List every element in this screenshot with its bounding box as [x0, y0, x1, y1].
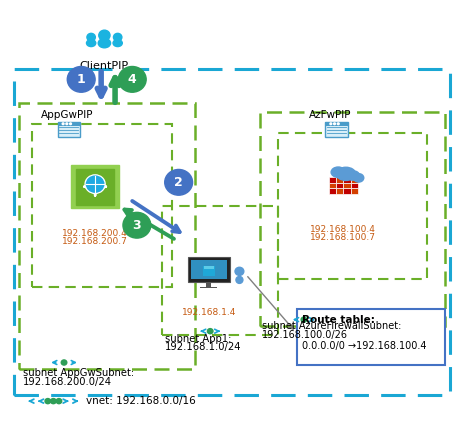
Ellipse shape: [236, 276, 243, 284]
Ellipse shape: [86, 39, 95, 47]
Text: 0.0.0.0/0 →192.168.100.4: 0.0.0.0/0 →192.168.100.4: [301, 341, 425, 351]
Bar: [325, 122, 347, 126]
Text: 3: 3: [132, 219, 141, 232]
Circle shape: [62, 123, 64, 124]
Ellipse shape: [336, 167, 355, 181]
Text: vnet: 192.168.0.0/16: vnet: 192.168.0.0/16: [86, 396, 195, 406]
Bar: [350, 188, 357, 194]
Circle shape: [69, 123, 71, 124]
Bar: [325, 122, 347, 137]
Text: 192.168.100.7: 192.168.100.7: [310, 233, 375, 242]
Bar: [336, 188, 343, 194]
Bar: [328, 188, 336, 194]
Bar: [343, 177, 350, 183]
Text: 192.168.200.7: 192.168.200.7: [62, 237, 128, 246]
Text: Route table:: Route table:: [301, 315, 374, 326]
Bar: [328, 177, 336, 183]
Circle shape: [123, 212, 150, 238]
Circle shape: [337, 123, 338, 124]
Text: AppGwPIP: AppGwPIP: [41, 110, 93, 120]
Circle shape: [67, 66, 95, 92]
Bar: [350, 177, 357, 183]
Circle shape: [118, 66, 146, 92]
Circle shape: [45, 399, 50, 404]
Bar: [336, 177, 343, 183]
Bar: [162, 206, 278, 335]
Bar: [200, 287, 217, 288]
Bar: [57, 122, 80, 137]
Text: subnet AzureFirewallSubnet:: subnet AzureFirewallSubnet:: [262, 321, 400, 331]
Text: 192.168.200.4: 192.168.200.4: [62, 230, 128, 238]
Text: subnet AppGwSubnet:: subnet AppGwSubnet:: [23, 368, 134, 378]
Text: ClientPIP: ClientPIP: [80, 61, 129, 72]
Circle shape: [164, 169, 192, 195]
Circle shape: [61, 360, 67, 365]
Bar: [19, 103, 194, 369]
Circle shape: [86, 176, 104, 192]
Circle shape: [85, 175, 105, 193]
Text: 192.168.100.4: 192.168.100.4: [310, 226, 375, 234]
Text: 192.168.1.0/24: 192.168.1.0/24: [164, 342, 241, 353]
Circle shape: [50, 399, 56, 404]
Bar: [57, 122, 80, 126]
Circle shape: [300, 317, 306, 322]
Text: 192.168.100.0/26: 192.168.100.0/26: [262, 329, 347, 340]
Bar: [259, 112, 444, 326]
Ellipse shape: [346, 171, 359, 180]
Bar: [336, 183, 343, 188]
Text: 192.168.1.4: 192.168.1.4: [181, 308, 236, 317]
Circle shape: [87, 33, 95, 41]
Text: subnet App1:: subnet App1:: [164, 334, 231, 344]
Bar: [328, 183, 336, 188]
Bar: [202, 266, 215, 275]
Text: 1: 1: [77, 73, 85, 86]
Bar: [278, 133, 426, 279]
Text: AzFwPIP: AzFwPIP: [308, 110, 350, 120]
FancyBboxPatch shape: [203, 266, 213, 269]
Circle shape: [207, 329, 213, 334]
Bar: [350, 183, 357, 188]
Circle shape: [99, 30, 110, 41]
Bar: [188, 257, 229, 282]
Circle shape: [329, 123, 331, 124]
Text: 4: 4: [128, 73, 136, 86]
Bar: [343, 188, 350, 194]
Text: 2: 2: [174, 176, 182, 189]
Ellipse shape: [331, 167, 344, 178]
Bar: [32, 124, 171, 287]
Circle shape: [235, 267, 244, 275]
Bar: [14, 69, 449, 395]
Circle shape: [113, 33, 122, 41]
Ellipse shape: [353, 174, 363, 182]
Ellipse shape: [98, 39, 110, 48]
Circle shape: [56, 399, 62, 404]
Bar: [206, 282, 211, 287]
Bar: [343, 183, 350, 188]
Text: 192.168.200.0/24: 192.168.200.0/24: [23, 377, 112, 387]
Ellipse shape: [113, 39, 122, 47]
Circle shape: [66, 123, 68, 124]
Bar: [296, 309, 444, 365]
Bar: [191, 260, 226, 279]
Circle shape: [333, 123, 335, 124]
